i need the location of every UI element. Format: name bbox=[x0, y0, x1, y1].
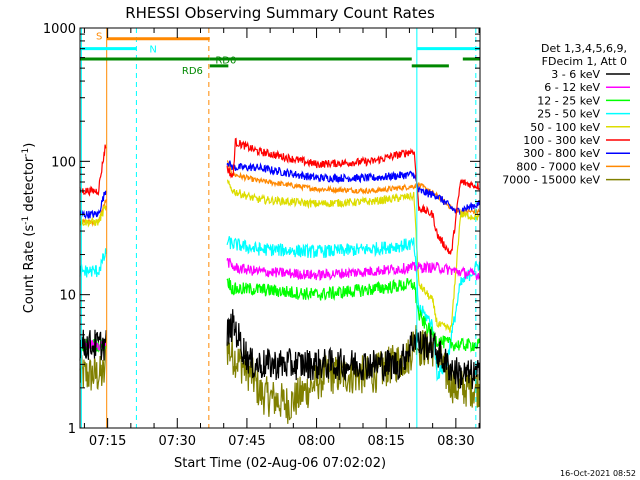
legend-entry-label-1: 6 - 12 keV bbox=[544, 81, 600, 94]
plot-frame bbox=[79, 27, 481, 429]
y-tick-label-0: 1 bbox=[68, 422, 76, 437]
legend-entry-label-8: 7000 - 15000 keV bbox=[502, 174, 600, 187]
x-tick-label-1: 07:30 bbox=[159, 434, 196, 449]
chart-title: RHESSI Observing Summary Count Rates bbox=[125, 4, 435, 22]
legend-entry-label-6: 300 - 800 keV bbox=[523, 147, 600, 160]
legend-header-0: Det 1,3,4,5,6,9, bbox=[541, 42, 627, 55]
legend-entry-label-2: 12 - 25 keV bbox=[537, 94, 600, 107]
footer-timestamp: 16-Oct-2021 08:52 bbox=[560, 469, 636, 478]
flag-label-1: N bbox=[149, 45, 156, 56]
x-axis-label: Start Time (02-Aug-06 07:02:02) bbox=[174, 456, 386, 471]
x-tick-label-5: 08:30 bbox=[437, 434, 474, 449]
series-line-5 bbox=[79, 137, 480, 255]
legend-entry-label-3: 25 - 50 keV bbox=[537, 108, 600, 121]
legend-header-1: FDecim 1, Att 0 bbox=[542, 55, 627, 68]
series-layer bbox=[79, 137, 481, 424]
legend-entry-label-4: 50 - 100 keV bbox=[530, 121, 600, 134]
axis-ticks: 07:15 07:30 07:45 08:00 08:15 08:30 1 10 100 1000 bbox=[43, 22, 480, 449]
legend: Det 1,3,4,5,6,9,FDecim 1, Att 03 - 6 keV… bbox=[502, 42, 630, 187]
x-tick-label-2: 07:45 bbox=[228, 434, 265, 449]
series-line-0 bbox=[79, 309, 481, 390]
y-tick-label-2: 100 bbox=[51, 155, 76, 170]
legend-entry-label-7: 800 - 7000 keV bbox=[516, 160, 600, 173]
flag-label-3: RD6 bbox=[182, 66, 203, 77]
series-line-3 bbox=[79, 236, 481, 382]
y-tick-label-1: 10 bbox=[59, 289, 76, 304]
y-tick-label-3: 1000 bbox=[43, 22, 76, 37]
series-line-6 bbox=[79, 160, 481, 220]
flags-layer: S N RD0 RD6 bbox=[80, 28, 480, 428]
series-line-4 bbox=[79, 179, 480, 333]
x-tick-label-4: 08:15 bbox=[367, 434, 404, 449]
legend-entry-label-5: 100 - 300 keV bbox=[523, 134, 600, 147]
flag-label-2: RD0 bbox=[215, 56, 236, 67]
y-axis-label: Count Rate (s-1 detector-1) bbox=[21, 143, 37, 314]
legend-entry-label-0: 3 - 6 keV bbox=[551, 68, 600, 81]
x-tick-label-0: 07:15 bbox=[89, 434, 126, 449]
flag-label-0: S bbox=[96, 31, 102, 42]
x-tick-label-3: 08:00 bbox=[298, 434, 335, 449]
